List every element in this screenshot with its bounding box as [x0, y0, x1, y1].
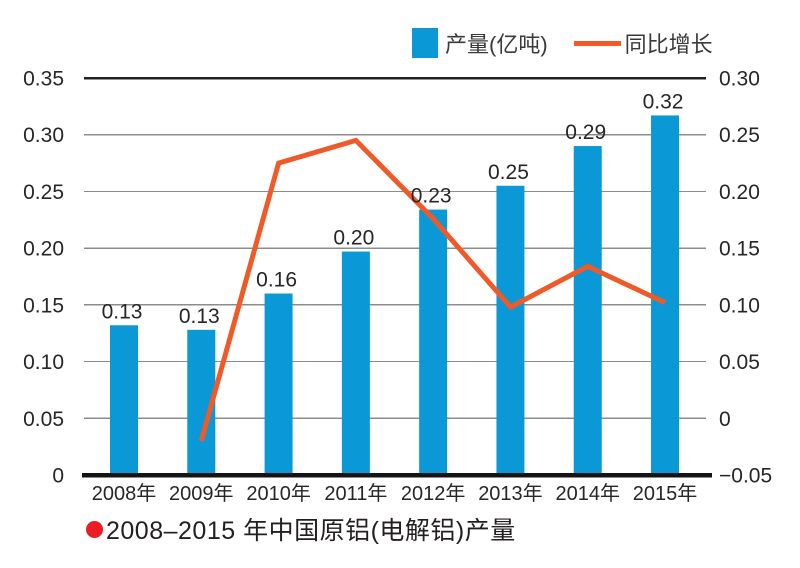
x-axis-label: 2008年 — [92, 482, 157, 505]
x-axis-label: 2009年 — [169, 482, 234, 505]
red-dot-icon — [86, 520, 103, 538]
x-axis-label: 2012年 — [401, 482, 466, 505]
bar-2014年 — [573, 146, 602, 476]
legend-line-label: 同比增长 — [624, 32, 713, 57]
x-axis-label: 2015年 — [633, 482, 698, 505]
right-axis-tick: 0.05 — [719, 351, 760, 374]
left-axis-tick: 0.05 — [23, 408, 64, 431]
right-axis-tick: −0.05 — [719, 465, 772, 488]
right-axis-tick: 0 — [719, 408, 731, 431]
bar-2013年 — [496, 185, 525, 475]
legend-bar-swatch-icon — [412, 28, 438, 58]
right-axis-tick: 0.10 — [719, 294, 760, 317]
right-axis-tick: 0.20 — [719, 181, 760, 204]
right-axis-tick: 0.30 — [719, 68, 760, 91]
right-axis-tick: 0.15 — [719, 238, 760, 261]
bar-2008年 — [110, 325, 138, 475]
left-axis-tick: 0.35 — [23, 68, 64, 91]
bar-value-label: 0.13 — [102, 300, 143, 323]
left-axis-tick: 0.25 — [23, 181, 64, 204]
legend-line-swatch-icon — [573, 40, 621, 46]
bar-value-label: 0.25 — [488, 161, 529, 184]
legend: 产量(亿吨) 同比增长 — [412, 26, 713, 60]
caption-text: 2008–2015 年中国原铝(电解铝)产量 — [106, 517, 516, 545]
bar-2015年 — [651, 115, 680, 475]
bar-value-label: 0.13 — [179, 305, 220, 328]
bar-value-label: 0.29 — [565, 121, 606, 144]
bar-2011年 — [341, 251, 370, 475]
left-axis-tick: 0.15 — [23, 294, 64, 317]
right-axis-tick: 0.25 — [719, 124, 760, 147]
bar-value-label: 0.16 — [256, 269, 297, 292]
x-axis-label: 2014年 — [555, 482, 620, 505]
left-axis-tick: 0.30 — [23, 124, 64, 147]
left-axis-tick: 0 — [52, 465, 64, 488]
x-axis-label: 2010年 — [246, 482, 311, 505]
bar-value-label: 0.23 — [411, 185, 452, 208]
bar-value-label: 0.20 — [333, 227, 374, 250]
left-axis-tick: 0.20 — [23, 238, 64, 261]
x-axis-label: 2013年 — [478, 482, 543, 505]
chart-caption: 2008–2015 年中国原铝(电解铝)产量 — [86, 511, 516, 547]
legend-bar-label: 产量(亿吨) — [445, 32, 548, 57]
bar-value-label: 0.32 — [643, 90, 684, 113]
bar-2010年 — [264, 293, 293, 475]
left-axis-tick: 0.10 — [23, 351, 64, 374]
growth-line-series — [198, 137, 667, 442]
bar-2012年 — [419, 209, 448, 475]
x-axis-label: 2011年 — [324, 482, 387, 505]
